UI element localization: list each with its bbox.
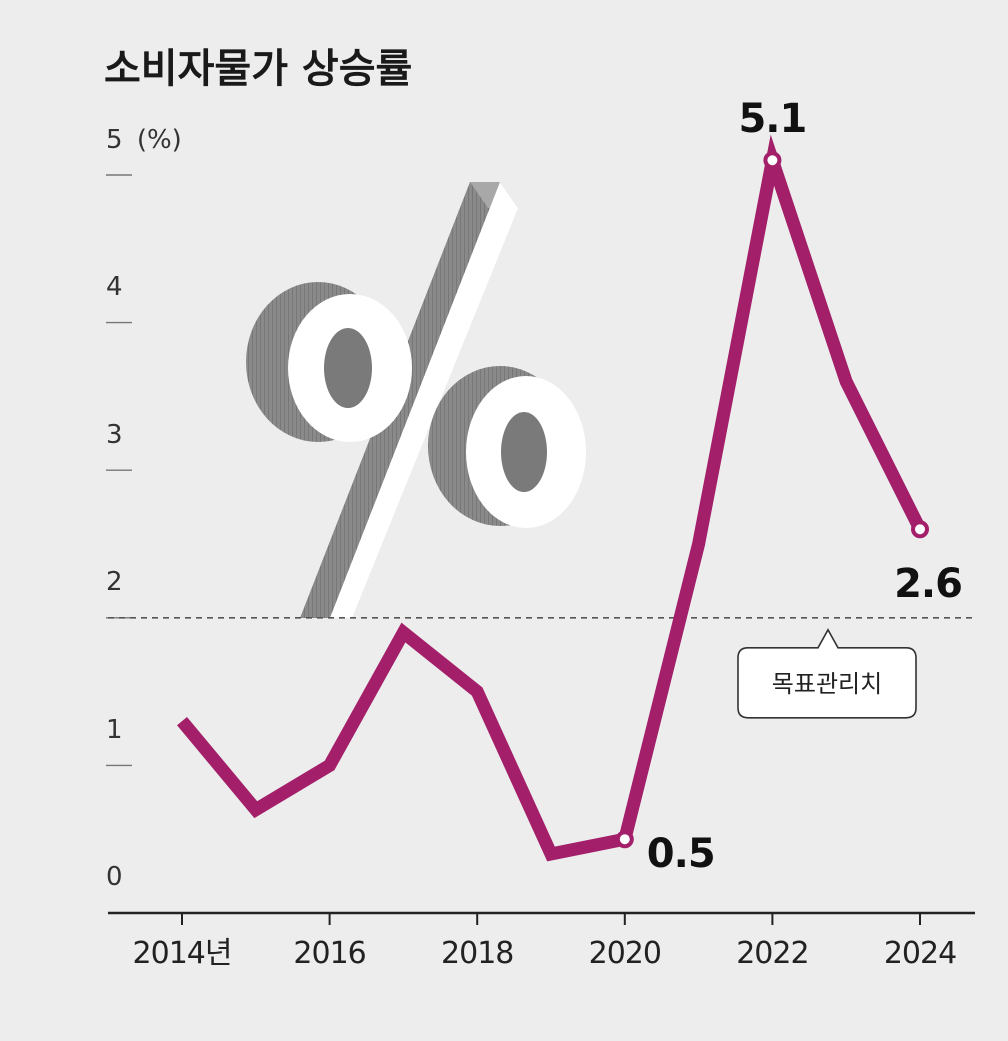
data-point-marker: [615, 830, 634, 849]
data-label: 0.5: [647, 831, 715, 877]
x-tick-label: 2020: [589, 936, 661, 971]
data-labels: 0.5 5.1 2.6: [647, 96, 963, 877]
series-line: [177, 134, 926, 862]
data-markers: [615, 151, 929, 849]
x-axis-ticks: 2014년 2016 2018 2020 2022 2024: [133, 913, 957, 971]
data-label: 5.1: [738, 96, 806, 142]
data-label: 2.6: [894, 561, 962, 607]
y-tick-label: 2: [106, 567, 123, 597]
y-tick-label: 1: [106, 715, 123, 745]
data-point-marker: [911, 520, 929, 539]
x-tick-label: 2016: [293, 936, 365, 971]
data-point-marker: [763, 151, 782, 170]
target-label: 목표관리치: [772, 670, 882, 698]
y-tick-label: 0: [106, 862, 123, 892]
y-tick-marks: [106, 174, 132, 767]
target-callout: 목표관리치: [737, 628, 917, 719]
y-tick-value: 5: [106, 125, 123, 155]
x-tick-label: 2024: [884, 936, 956, 971]
y-axis-ticks: 0 1 2 3 4 5 (%): [106, 125, 182, 892]
y-unit-label: (%): [137, 125, 182, 155]
x-tick-label: 2022: [736, 936, 808, 971]
y-tick-label: 4: [106, 272, 123, 302]
chart-title: 소비자물가 상승률: [104, 46, 412, 92]
x-tick-label: 2018: [441, 936, 513, 971]
y-tick-label: 3: [106, 420, 123, 450]
target-callout-bubble: [737, 628, 917, 719]
percent-3d-icon: [246, 182, 586, 618]
x-tick-label: 2014년: [133, 936, 232, 971]
y-tick-label: 5 (%): [106, 125, 182, 155]
